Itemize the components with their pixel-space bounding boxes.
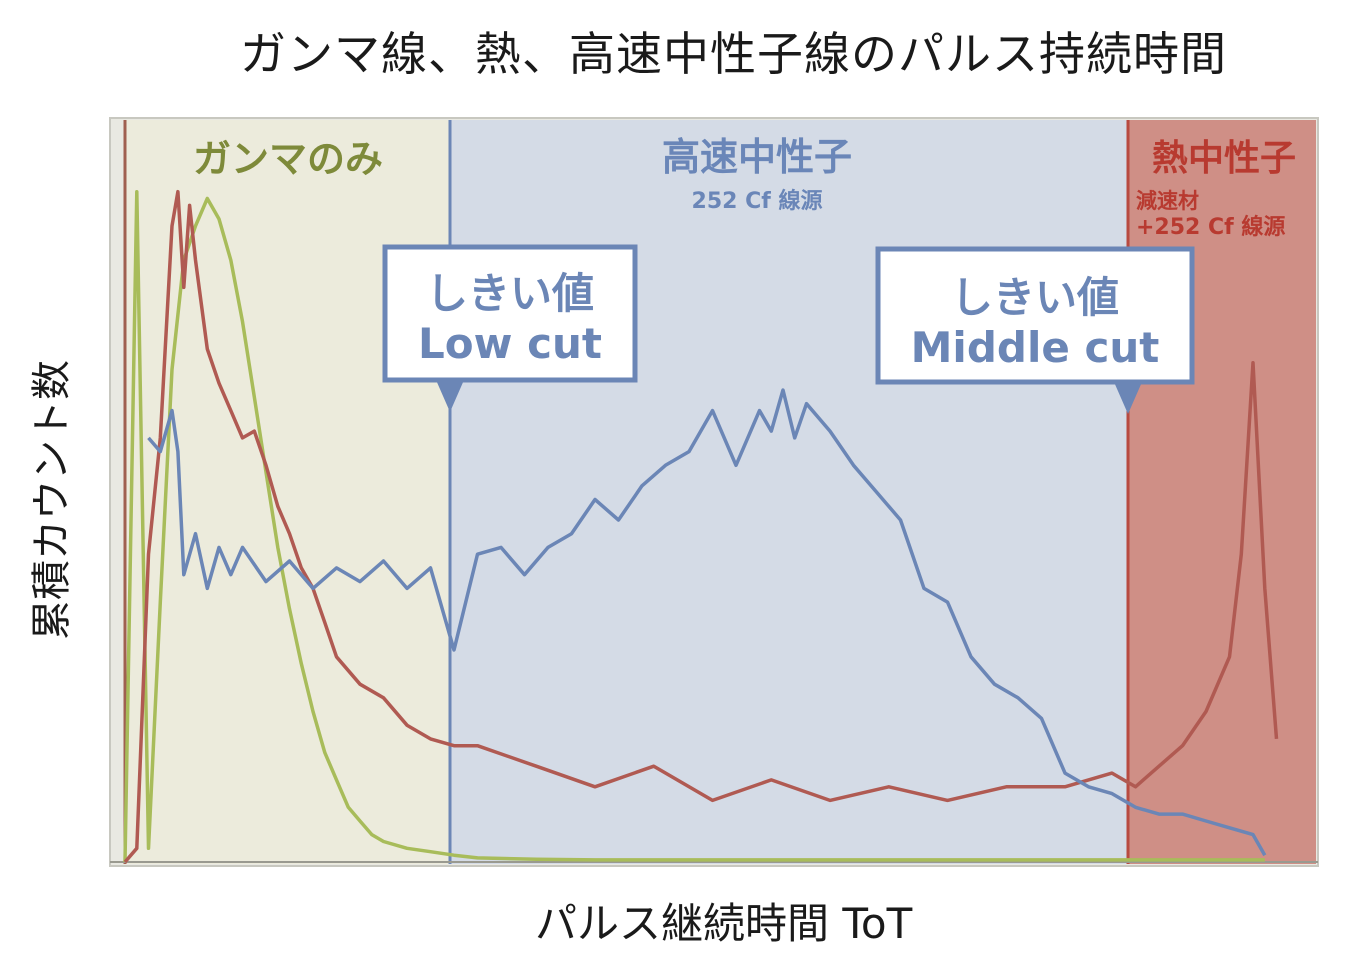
series-line-1 [123,189,1279,864]
region-gamma-label: ガンマのみ [193,137,383,181]
region-thermal-label: 熱中性子 [1152,138,1296,179]
region-gamma [125,120,450,864]
callout-middle-cut: しきい値 Middle cut [875,246,1195,414]
callout-middle-line2: Middle cut [911,323,1160,372]
region-fast-label: 高速中性子 [662,135,852,179]
region-thermal [1128,120,1316,864]
region-thermal-sublabel-1: 減速材 [1136,189,1199,213]
x-axis-label: パルス継続時間 ToT [535,899,913,948]
callout-middle-line1: しきい値 [951,273,1119,322]
y-axis-label: 累積カウント数 [29,360,75,640]
region-thermal-sublabel-2: +252 Cf 線源 [1136,214,1285,240]
callout-low-line2: Low cut [418,319,602,368]
callout-low-cut: しきい値 Low cut [382,244,638,412]
chart-title: ガンマ線、熱、高速中性子線のパルス持続時間 [240,27,1227,81]
series-layer [123,189,1279,864]
region-fast-sublabel: 252 Cf 線源 [692,188,823,214]
series-line-2 [147,388,1267,857]
region-fast [450,120,1128,864]
callout-low-line1: しきい値 [426,269,594,318]
